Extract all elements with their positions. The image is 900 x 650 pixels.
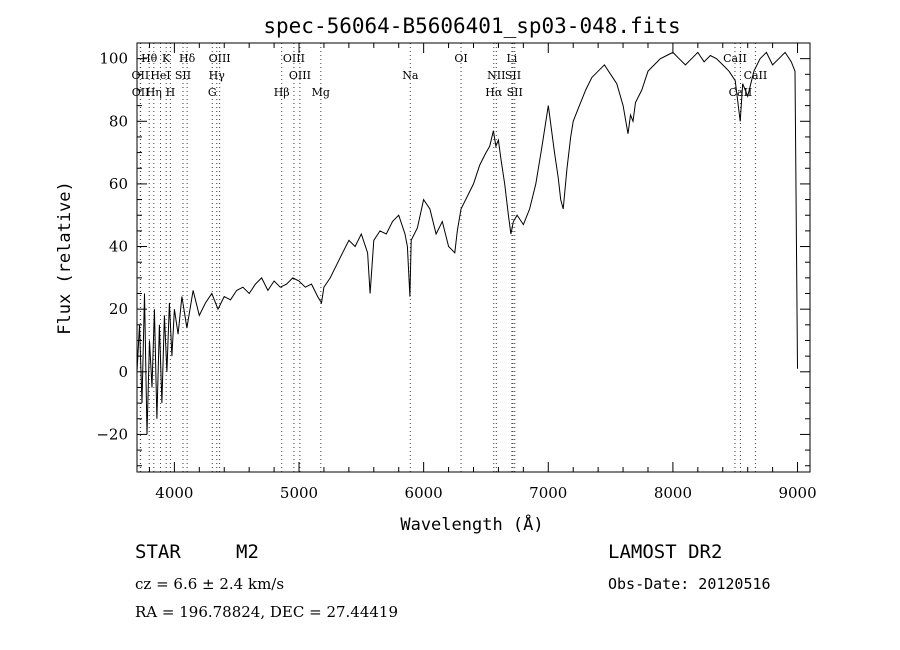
object-class: STAR	[135, 541, 181, 563]
line-label: Hδ	[179, 52, 196, 65]
redshift-velocity: cz = 6.6 ± 2.4 km/s	[135, 575, 285, 593]
line-label: Mg	[312, 86, 330, 99]
line-label: G	[208, 86, 217, 99]
line-label: HeI	[150, 69, 170, 82]
x-tick-label: 9000	[778, 484, 816, 502]
line-label: Hα	[485, 86, 503, 99]
y-tick-label: 20	[109, 300, 128, 318]
line-label: OII	[132, 69, 150, 82]
line-label: Hη	[146, 86, 162, 99]
line-label: H	[166, 86, 176, 99]
spectrum-line	[136, 51, 798, 435]
coordinates: RA = 196.78824, DEC = 27.44419	[135, 603, 399, 621]
y-tick-label: 0	[118, 363, 128, 381]
line-label: SII	[505, 69, 521, 82]
chart-title: spec-56064-B5606401_sp03-048.fits	[263, 14, 680, 38]
line-label: CaII	[723, 52, 747, 65]
y-axis-label: Flux (relative)	[55, 181, 75, 335]
line-label: NII	[487, 69, 505, 82]
x-axis-label: Wavelength (Å)	[400, 513, 543, 535]
object-subclass: M2	[236, 541, 259, 563]
y-axis: −20 0 20 40 60 80 100	[96, 42, 810, 467]
x-tick-label: 7000	[529, 484, 567, 502]
line-label: CaII	[744, 69, 768, 82]
line-label: SII	[507, 86, 523, 99]
line-label: OIII	[289, 69, 311, 82]
observation-date: Obs-Date: 20120516	[608, 575, 771, 593]
x-tick-label: 5000	[280, 484, 318, 502]
line-label: OIII	[283, 52, 305, 65]
emission-line-labels: Hθ K Hδ OIII OIII OI Li CaII OII HeI SII Hγ OIII Na NI…	[132, 52, 768, 99]
survey-name: LAMOST DR2	[608, 541, 723, 563]
line-label: SII	[175, 69, 191, 82]
emission-line-markers	[139, 43, 756, 472]
y-tick-label: −20	[96, 425, 128, 443]
plot-frame	[136, 42, 811, 473]
line-label: Hθ	[141, 52, 158, 65]
line-label: K	[162, 52, 171, 65]
y-tick-label: 40	[109, 238, 128, 256]
x-tick-label: 4000	[155, 484, 193, 502]
line-label: Hβ	[274, 86, 290, 99]
y-tick-label: 100	[99, 50, 128, 68]
line-label: Li	[506, 52, 517, 65]
x-tick-label: 6000	[405, 484, 443, 502]
line-label: OII	[132, 86, 150, 99]
line-label: Na	[402, 69, 419, 82]
line-label: OI	[454, 52, 467, 65]
x-tick-label: 8000	[654, 484, 692, 502]
line-label: Hγ	[209, 69, 226, 82]
y-tick-label: 60	[109, 175, 128, 193]
x-axis: 4000 5000 6000 7000 8000 9000	[148, 43, 817, 502]
line-label: OIII	[209, 52, 231, 65]
y-tick-label: 80	[109, 112, 128, 130]
line-label: CaII	[729, 86, 753, 99]
